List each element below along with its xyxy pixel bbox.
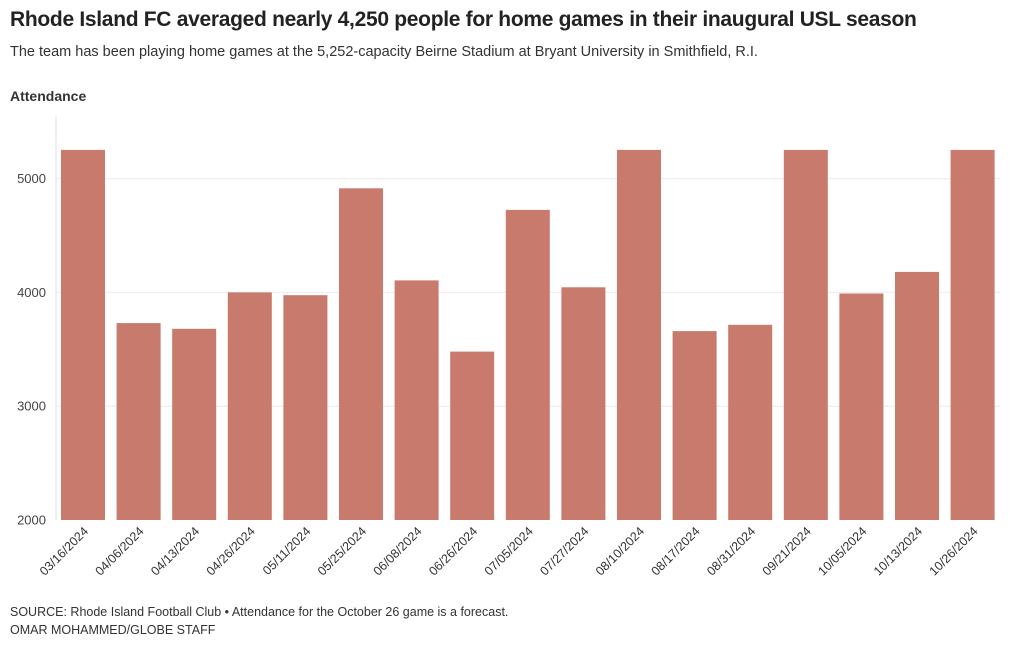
x-tick-label: 04/06/2024 <box>93 524 147 578</box>
x-tick-label: 09/21/2024 <box>760 524 814 578</box>
source-note: SOURCE: Rhode Island Football Club • Att… <box>10 605 509 619</box>
x-tick-label: 10/13/2024 <box>871 524 925 578</box>
x-tick-label: 06/26/2024 <box>426 524 480 578</box>
x-tick-label: 04/13/2024 <box>148 524 202 578</box>
bar-06-08-2024 <box>394 280 439 520</box>
bar-10-13-2024 <box>895 271 939 520</box>
bar-06-26-2024 <box>450 351 495 520</box>
x-tick-label: 05/25/2024 <box>315 524 369 578</box>
bar-09-21-2024 <box>783 149 828 520</box>
x-tick-label: 08/31/2024 <box>704 524 758 578</box>
x-tick-label: 10/05/2024 <box>815 524 869 578</box>
bar-08-10-2024 <box>617 149 661 520</box>
chart-title: Rhode Island FC averaged nearly 4,250 pe… <box>10 8 917 31</box>
bar-10-05-2024 <box>839 293 884 520</box>
x-tick-label: 10/26/2024 <box>927 524 981 578</box>
credit-note: OMAR MOHAMMED/GLOBE STAFF <box>10 623 216 637</box>
x-tick-label: 07/27/2024 <box>537 524 591 578</box>
bar-08-17-2024 <box>672 331 717 520</box>
bar-07-05-2024 <box>505 209 550 520</box>
chart-subtitle: The team has been playing home games at … <box>10 44 758 60</box>
x-tick-labels: 03/16/2024 04/06/2024 04/13/2024 04/26/2024… <box>37 524 981 578</box>
bar-05-11-2024 <box>283 295 328 520</box>
x-tick-label: 03/16/2024 <box>37 524 91 578</box>
y-tick-label: 3000 <box>17 399 46 414</box>
x-tick-label: 08/10/2024 <box>593 524 647 578</box>
bar-07-27-2024 <box>561 287 606 520</box>
x-tick-label: 06/08/2024 <box>371 524 425 578</box>
bar-04-13-2024 <box>172 328 217 520</box>
x-tick-label: 07/05/2024 <box>482 524 536 578</box>
bar-10-26-2024 <box>950 149 995 520</box>
bar-08-31-2024 <box>728 324 773 520</box>
bars <box>61 149 995 521</box>
y-tick-labels: 2000 3000 4000 5000 <box>17 171 46 527</box>
bar-04-06-2024 <box>116 323 161 520</box>
x-tick-label: 05/11/2024 <box>260 524 314 578</box>
y-axis-label: Attendance <box>10 88 87 104</box>
y-tick-label: 5000 <box>17 171 46 186</box>
bar-05-25-2024 <box>339 188 383 521</box>
bar-03-16-2024 <box>61 149 105 520</box>
x-tick-label: 08/17/2024 <box>649 524 703 578</box>
x-tick-label: 04/26/2024 <box>204 524 258 578</box>
y-tick-label: 2000 <box>17 513 46 528</box>
y-tick-label: 4000 <box>17 285 46 300</box>
bar-04-26-2024 <box>227 292 272 520</box>
